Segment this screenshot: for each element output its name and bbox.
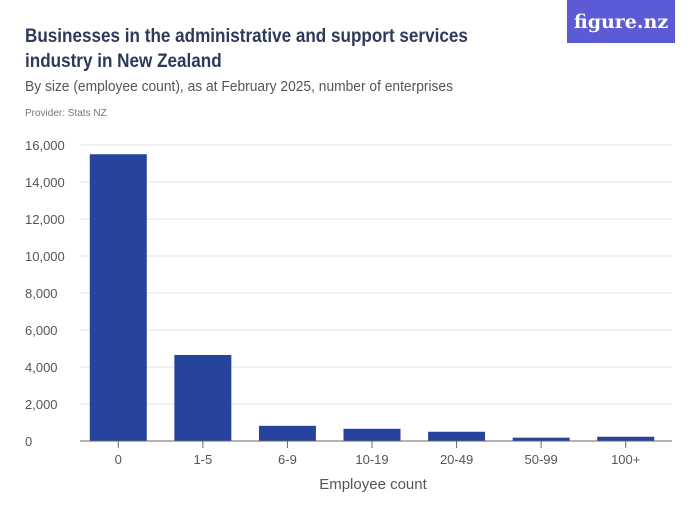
x-tick-label: 1-5 xyxy=(193,452,212,467)
y-tick-label: 10,000 xyxy=(25,249,65,264)
bar-10-19[interactable] xyxy=(343,428,401,441)
x-tick-label: 0 xyxy=(115,452,122,467)
x-tick-label: 100+ xyxy=(611,452,640,467)
y-tick-label: 2,000 xyxy=(25,397,58,412)
bar-50-99[interactable] xyxy=(512,437,570,441)
chart-subtitle: By size (employee count), as at February… xyxy=(25,78,454,95)
chart-title: Businesses in the administrative and sup… xyxy=(25,26,468,72)
x-tick-label: 20-49 xyxy=(440,452,473,467)
x-axis-title: Employee count xyxy=(319,476,427,493)
bar-100+[interactable] xyxy=(597,436,655,441)
x-tick-label: 10-19 xyxy=(355,452,388,467)
provider-label: Provider: Stats NZ xyxy=(25,108,107,119)
figure-nz-logo[interactable]: figure.nz xyxy=(567,0,675,43)
y-tick-label: 14,000 xyxy=(25,175,65,190)
y-tick-label: 6,000 xyxy=(25,323,58,338)
bar-0[interactable] xyxy=(89,154,147,441)
y-tick-label: 0 xyxy=(25,434,32,449)
y-tick-label: 4,000 xyxy=(25,360,58,375)
y-tick-label: 8,000 xyxy=(25,286,58,301)
bar-6-9[interactable] xyxy=(258,425,316,441)
y-tick-label: 16,000 xyxy=(25,138,65,153)
bar-1-5[interactable] xyxy=(174,354,232,441)
x-tick-label: 50-99 xyxy=(525,452,558,467)
bar-20-49[interactable] xyxy=(428,431,486,441)
y-tick-label: 12,000 xyxy=(25,212,65,227)
x-tick-label: 6-9 xyxy=(278,452,297,467)
